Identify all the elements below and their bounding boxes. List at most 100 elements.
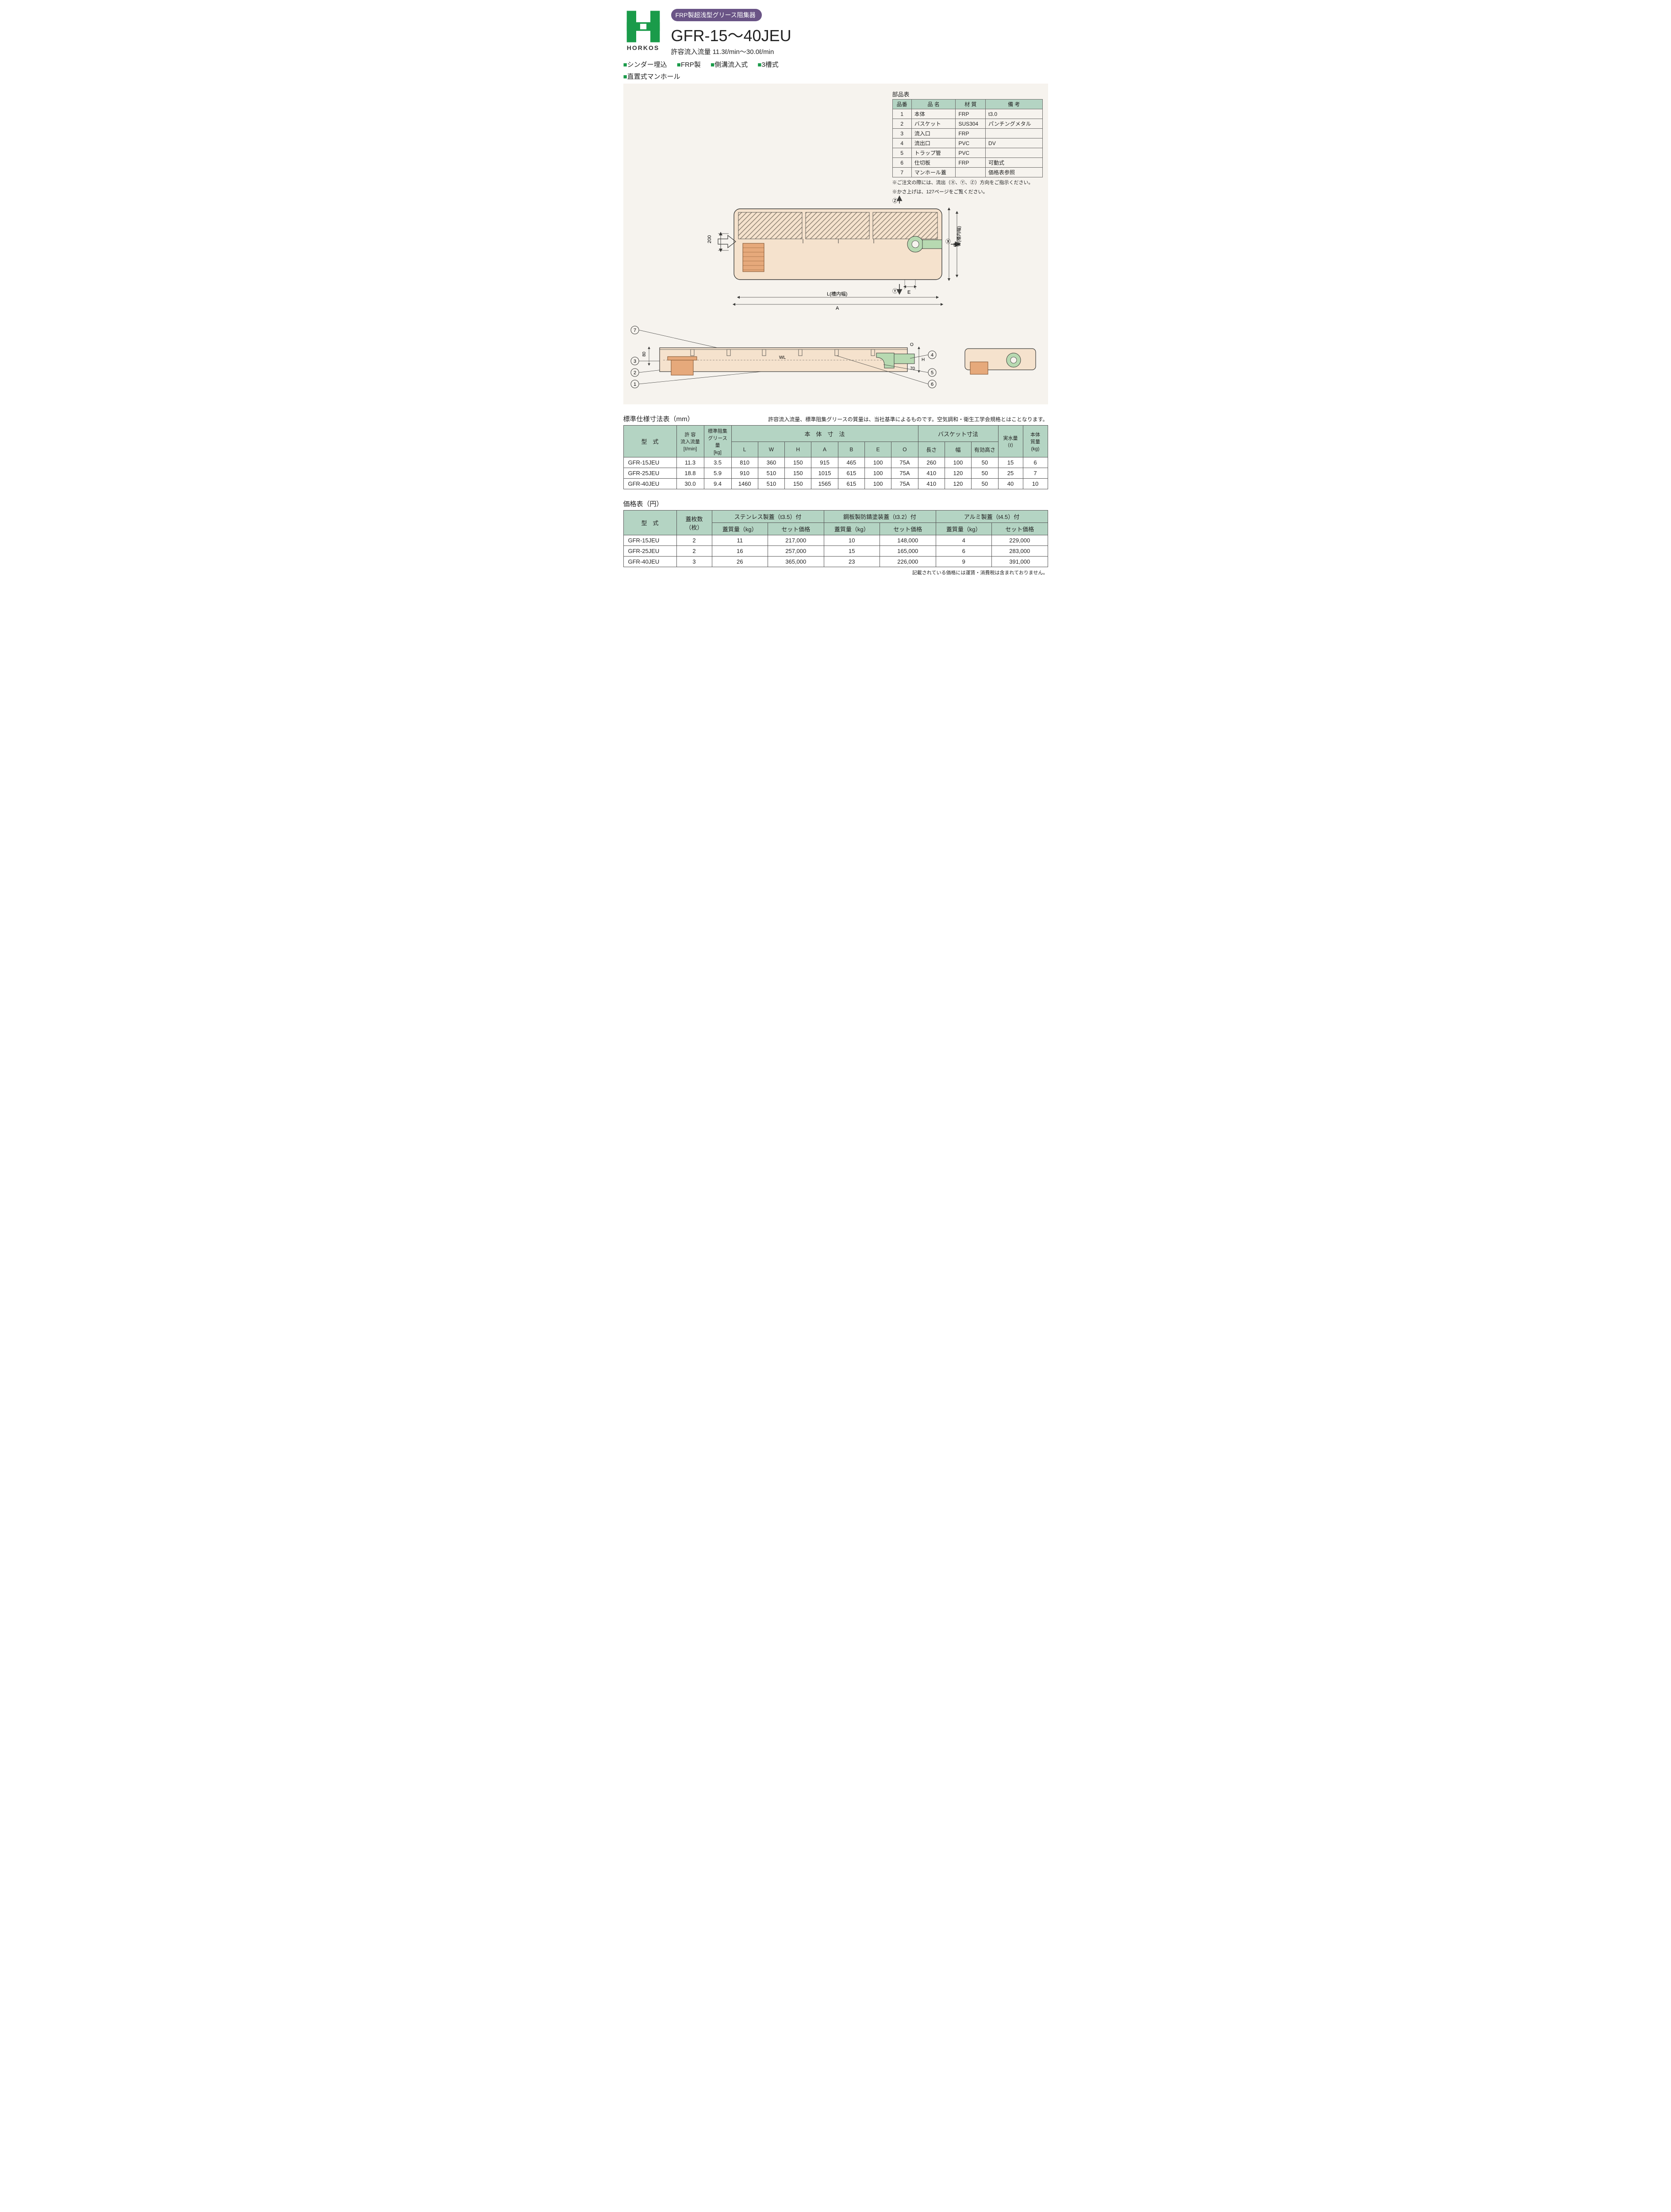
price-cell: 4 [936,535,992,546]
price-cell: 217,000 [768,535,824,546]
parts-cell: 流出口 [911,138,956,148]
price-cell: 16 [712,546,768,557]
dim-cell: 615 [838,468,864,479]
th-basket: バスケット寸法 [918,426,998,442]
price-cell: GFR-25JEU [623,546,676,557]
wl-label: WL [779,355,786,360]
dim-cell: 3.5 [704,457,731,468]
parts-th: 備 考 [986,100,1042,109]
price-cell: 148,000 [880,535,936,546]
price-cell: 23 [824,557,880,567]
parts-cell: トラップ管 [911,148,956,158]
dim-subhead: 幅 [945,442,971,457]
dir-x-label: Ⓧ [945,238,951,245]
parts-cell: 4 [892,138,911,148]
th-al: アルミ製蓋（t4.5）付 [936,511,1048,523]
dim-cell: 50 [972,457,998,468]
parts-table: 品番 品 名 材 質 備 考 1本体FRPt3.02バスケットSUS304パンチ… [892,99,1043,177]
parts-cell: マンホール蓋 [911,168,956,177]
dim-subhead: W [758,442,784,457]
callout: 4 [931,353,933,358]
price-cell: 257,000 [768,546,824,557]
dim-cell: 11.3 [676,457,704,468]
feature-tags-row2: ■直置式マンホール [623,72,1048,81]
dim-cell: 50 [972,468,998,479]
th-grease: 標準阻集 グリース量 [kg] [704,426,731,457]
tag-label: 直置式マンホール [627,73,680,81]
callout: 3 [634,359,636,364]
tag-marker-icon: ■ [623,61,627,69]
dim-subhead: B [838,442,864,457]
brand-logo-block: HORKOS [623,9,663,51]
parts-note: ※ご注文の際には、流出（Ⓧ、Ⓨ、Ⓩ）方向をご指示ください。 [892,179,1043,187]
price-cell: 11 [712,535,768,546]
parts-cell: FRP [956,158,986,168]
dim-cell: 10 [1023,479,1048,489]
dim-E: E [907,290,910,295]
callout: 7 [634,328,636,333]
parts-cell: 7 [892,168,911,177]
parts-th: 品 名 [911,100,956,109]
price-cell: 226,000 [880,557,936,567]
price-cell: 283,000 [992,546,1048,557]
tag-label: FRP製 [681,61,701,69]
dim-cell: 100 [945,457,971,468]
tag-label: 3槽式 [761,61,778,69]
parts-cell: SUS304 [956,119,986,129]
dim-cell: 810 [731,457,758,468]
price-footer-note: 記載されている価格には運賃・消費税は含まれておりません。 [623,569,1048,576]
parts-th: 品番 [892,100,911,109]
dim-200: 200 [707,235,712,243]
dim-cell: 465 [838,457,864,468]
dim-H: H [922,357,925,362]
dim-cell: 7 [1023,468,1048,479]
dim-cell: 410 [918,479,945,489]
th-flow: 許 容 流入流量 [ℓ/min] [676,426,704,457]
plan-view-diagram: Ⓩ 200 Ⓧ Ⓨ B [703,196,968,311]
parts-cell: パンチングメタル [986,119,1042,129]
parts-title: 部品表 [892,90,1043,98]
th-mass: 本体 質量 (kg) [1023,426,1048,457]
dimension-table: 型 式 許 容 流入流量 [ℓ/min] 標準阻集 グリース量 [kg] 本 体… [623,425,1048,489]
price-cell: 26 [712,557,768,567]
tag-label: 側溝流入式 [714,61,748,69]
dim-cell: 100 [864,468,891,479]
dim-cell: 510 [758,468,784,479]
price-cell: 10 [824,535,880,546]
th-covers: 蓋枚数 （枚） [676,511,712,535]
parts-cell: 2 [892,119,911,129]
price-cell: GFR-15JEU [623,535,676,546]
dim-subhead: 長さ [918,442,945,457]
dim-cell: 150 [785,457,811,468]
product-category-badge: FRP製超浅型グリース阻集器 [671,9,762,21]
th-steel: 鋼板製防錆塗装蓋（t3.2）付 [824,511,936,523]
dim-table-note: 許容流入流量、標準阻集グリースの質量は、当社基準によるものです。空気調和・衛生工… [703,415,1048,423]
price-cell: 365,000 [768,557,824,567]
callout: 6 [931,382,933,387]
tag-label: シンダー埋込 [627,61,667,69]
dim-cell: 260 [918,457,945,468]
parts-note: ※かさ上げは、127ページをご覧ください。 [892,188,1043,196]
dim-cell: 150 [785,479,811,489]
parts-cell: DV [986,138,1042,148]
model-title: GFR-15〜40JEU [671,23,1048,46]
title-block: FRP製超浅型グリース阻集器 GFR-15〜40JEU 許容流入流量 11.3ℓ… [671,9,1048,56]
tag-marker-icon: ■ [677,61,681,69]
parts-cell: 仕切板 [911,158,956,168]
dim-B: B [953,242,957,248]
dim-cell: 30.0 [676,479,704,489]
price-table: 型 式 蓋枚数 （枚） ステンレス製蓋（t3.5）付 鋼板製防錆塗装蓋（t3.2… [623,510,1048,567]
price-cell: 3 [676,557,712,567]
dim-cell: 120 [945,479,971,489]
dim-cell: 25 [998,468,1023,479]
th-model: 型 式 [623,511,676,535]
dim-cell: 9.4 [704,479,731,489]
price-subhead: 蓋質量（kg） [936,523,992,535]
parts-list: 部品表 品番 品 名 材 質 備 考 1本体FRPt3.02バスケットSUS30… [892,90,1043,196]
price-cell: 9 [936,557,992,567]
parts-cell: t3.0 [986,109,1042,119]
th-model: 型 式 [623,426,676,457]
price-cell: 165,000 [880,546,936,557]
dim-subhead: A [811,442,838,457]
price-cell: 2 [676,535,712,546]
